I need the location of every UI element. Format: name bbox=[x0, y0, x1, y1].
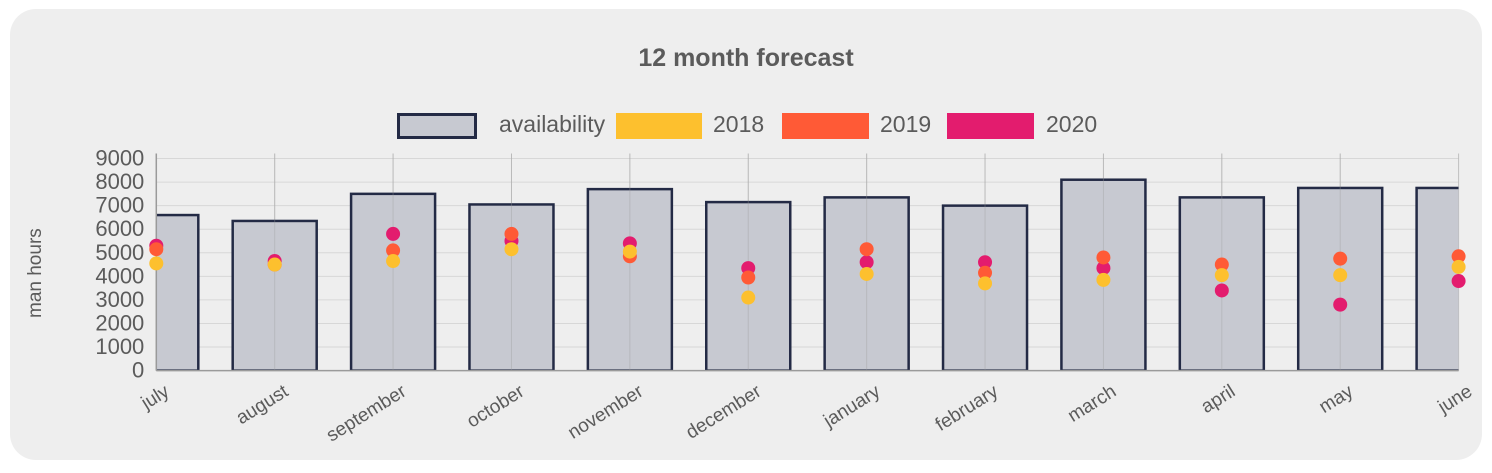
svg-text:0: 0 bbox=[132, 358, 144, 383]
svg-text:9000: 9000 bbox=[95, 150, 144, 171]
svg-text:3000: 3000 bbox=[95, 287, 144, 312]
svg-text:5000: 5000 bbox=[95, 240, 144, 265]
svg-text:8000: 8000 bbox=[95, 169, 144, 194]
svg-text:1000: 1000 bbox=[95, 334, 144, 359]
svg-text:6000: 6000 bbox=[95, 216, 144, 241]
svg-text:4000: 4000 bbox=[95, 263, 144, 288]
svg-text:2000: 2000 bbox=[95, 310, 144, 335]
svg-text:7000: 7000 bbox=[95, 193, 144, 218]
